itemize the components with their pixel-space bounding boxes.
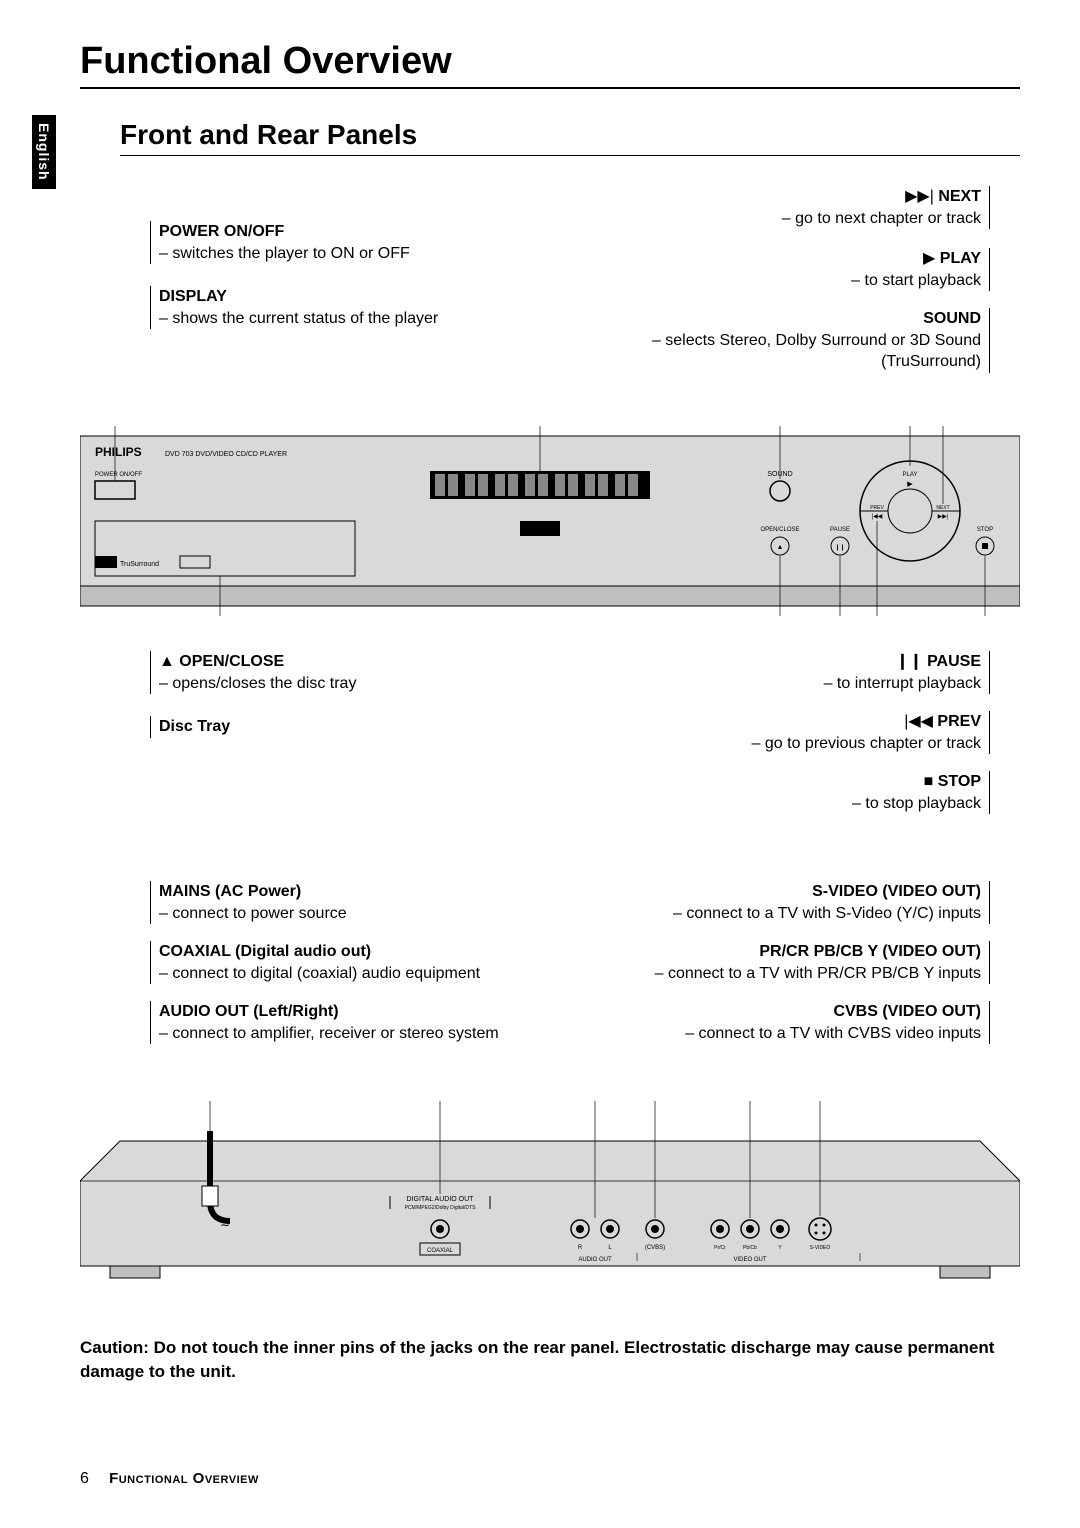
callout-audioout: AUDIO OUT (Left/Right) – connect to ampl… [150,1001,530,1044]
callout-cvbs: CVBS (VIDEO OUT) – connect to a TV with … [590,1001,990,1044]
svg-text:▶▶|: ▶▶| [938,514,949,520]
label-disctray-head: Disc Tray [159,718,230,735]
label-component-desc: – connect to a TV with PR/CR PB/CB Y inp… [655,965,981,982]
svg-text:Pr/Cr: Pr/Cr [714,1245,726,1251]
footer-title: Functional Overview [109,1470,259,1487]
label-sound-head: SOUND [923,310,981,327]
label-mains-head: MAINS (AC Power) [159,883,301,900]
svg-text:∼: ∼ [220,1218,230,1232]
label-svideo-head: S-VIDEO (VIDEO OUT) [812,883,981,900]
callout-mains: MAINS (AC Power) – connect to power sour… [150,881,510,924]
callout-next: ▶▶| NEXT – go to next chapter or track [670,186,990,229]
label-prev-desc: – go to previous chapter or track [752,735,981,752]
callout-stop: ■ STOP – to stop playback [670,771,990,814]
svg-text:Pb/Cb: Pb/Cb [743,1245,757,1251]
svg-text:NEXT: NEXT [936,505,949,511]
prev-icon: |◀◀ [904,713,933,730]
svg-text:▲: ▲ [777,544,784,551]
front-bottom-callouts: ▲ OPEN/CLOSE – opens/closes the disc tra… [120,621,1020,821]
callout-play: ▶ PLAY – to start playback [670,248,990,291]
svg-text:PREV: PREV [870,505,884,511]
callout-svideo: S-VIDEO (VIDEO OUT) – connect to a TV wi… [590,881,990,924]
svg-text:❙❙: ❙❙ [835,544,845,551]
label-next-desc: – go to next chapter or track [782,210,981,227]
front-top-callouts: POWER ON/OFF – switches the player to ON… [120,166,1020,426]
svg-text:TruSurround: TruSurround [120,561,159,568]
eject-icon: ▲ [159,653,175,670]
section-title: Front and Rear Panels [120,119,1020,156]
svg-text:S-VIDEO: S-VIDEO [810,1245,831,1251]
label-power-head: POWER ON/OFF [159,223,284,240]
label-play-desc: – to start playback [851,272,981,289]
svg-text:STOP: STOP [977,527,993,533]
callout-power: POWER ON/OFF – switches the player to ON… [150,221,490,264]
label-cvbs-desc: – connect to a TV with CVBS video inputs [685,1025,981,1042]
callout-openclose: ▲ OPEN/CLOSE – opens/closes the disc tra… [150,651,450,694]
svg-text:VIDEO OUT: VIDEO OUT [733,1257,766,1263]
svg-text:DVD 703 DVD/VIDEO CD/CD PLAYER: DVD 703 DVD/VIDEO CD/CD PLAYER [165,451,287,458]
caution-text: Caution: Do not touch the inner pins of … [80,1336,1020,1384]
front-panel-diagram: PHILIPS DVD 703 DVD/VIDEO CD/CD PLAYER P… [80,426,1020,616]
pause-icon: ❙❙ [896,653,923,670]
callout-pause: ❙❙ PAUSE – to interrupt playback [670,651,990,694]
callout-sound: SOUND – selects Stereo, Dolby Surround o… [650,308,990,373]
svg-text:POWER ON/OFF: POWER ON/OFF [95,472,142,478]
label-pause-head: PAUSE [927,653,981,670]
callout-coaxial: COAXIAL (Digital audio out) – connect to… [150,941,550,984]
label-openclose-desc: – opens/closes the disc tray [159,675,356,692]
label-coaxial-desc: – connect to digital (coaxial) audio equ… [159,965,480,982]
label-display-head: DISPLAY [159,288,227,305]
svg-text:AUDIO OUT: AUDIO OUT [578,1257,612,1263]
label-component-head: PR/CR PB/CB Y (VIDEO OUT) [759,943,981,960]
label-audioout-desc: – connect to amplifier, receiver or ster… [159,1025,499,1042]
label-stop-desc: – to stop playback [852,795,981,812]
rear-top-callouts: MAINS (AC Power) – connect to power sour… [120,881,1020,1101]
label-svideo-desc: – connect to a TV with S-Video (Y/C) inp… [673,905,981,922]
svg-text:R: R [578,1245,583,1251]
page-title: Functional Overview [80,40,1020,89]
label-pause-desc: – to interrupt playback [824,675,981,692]
svg-text:PAUSE: PAUSE [830,527,850,533]
label-sound-desc: – selects Stereo, Dolby Surround or 3D S… [652,332,981,371]
svg-text:DIGITAL AUDIO OUT: DIGITAL AUDIO OUT [407,1196,475,1203]
label-power-desc: – switches the player to ON or OFF [159,245,410,262]
label-audioout-head: AUDIO OUT (Left/Right) [159,1003,339,1020]
next-icon: ▶▶| [905,188,934,205]
svg-text:▶: ▶ [907,481,913,488]
device-brand: PHILIPS [95,445,142,459]
label-openclose-head: OPEN/CLOSE [179,653,284,670]
page-number: 6 [80,1470,89,1487]
svg-text:PCM/MPEG2/Dolby Digital/DTS: PCM/MPEG2/Dolby Digital/DTS [405,1205,477,1211]
svg-text:(CVBS): (CVBS) [645,1245,665,1251]
label-coaxial-head: COAXIAL (Digital audio out) [159,943,371,960]
stop-icon: ■ [924,773,934,790]
label-mains-desc: – connect to power source [159,905,347,922]
callout-prev: |◀◀ PREV – go to previous chapter or tra… [650,711,990,754]
svg-text:COAXIAL: COAXIAL [427,1248,454,1254]
rear-panel-diagram: ∼ DIGITAL AUDIO OUT PCM/MPEG2/Dolby Digi… [80,1101,1020,1291]
svg-text:PLAY: PLAY [903,472,918,478]
callout-disctray: Disc Tray [150,716,350,738]
label-prev-head: PREV [937,713,981,730]
label-next-head: NEXT [938,188,981,205]
label-stop-head: STOP [938,773,981,790]
play-icon: ▶ [923,250,935,267]
label-cvbs-head: CVBS (VIDEO OUT) [833,1003,981,1020]
page-footer: 6 Functional Overview [80,1470,259,1488]
callout-display: DISPLAY – shows the current status of th… [150,286,510,329]
svg-text:|◀◀: |◀◀ [872,514,883,520]
label-display-desc: – shows the current status of the player [159,310,438,327]
callout-component: PR/CR PB/CB Y (VIDEO OUT) – connect to a… [590,941,990,984]
language-tab: English [32,115,56,189]
label-play-head: PLAY [940,250,981,267]
svg-text:OPEN/CLOSE: OPEN/CLOSE [760,527,799,533]
